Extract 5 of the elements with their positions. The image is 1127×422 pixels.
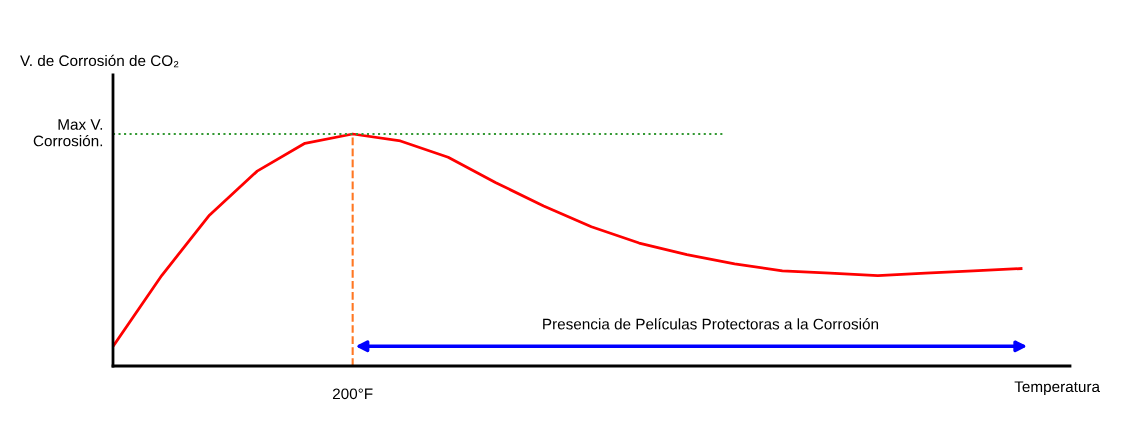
ref-line-label: Max V. Corrosión. [33,119,103,147]
annotation: Presencia de Películas Protectoras a la Corrosión [543,318,879,330]
y-axis-title: V. de Corrosión de CO₂ [20,54,179,68]
text: 200°F [332,388,373,400]
x-axis-title: Temperatura [1014,381,1101,396]
